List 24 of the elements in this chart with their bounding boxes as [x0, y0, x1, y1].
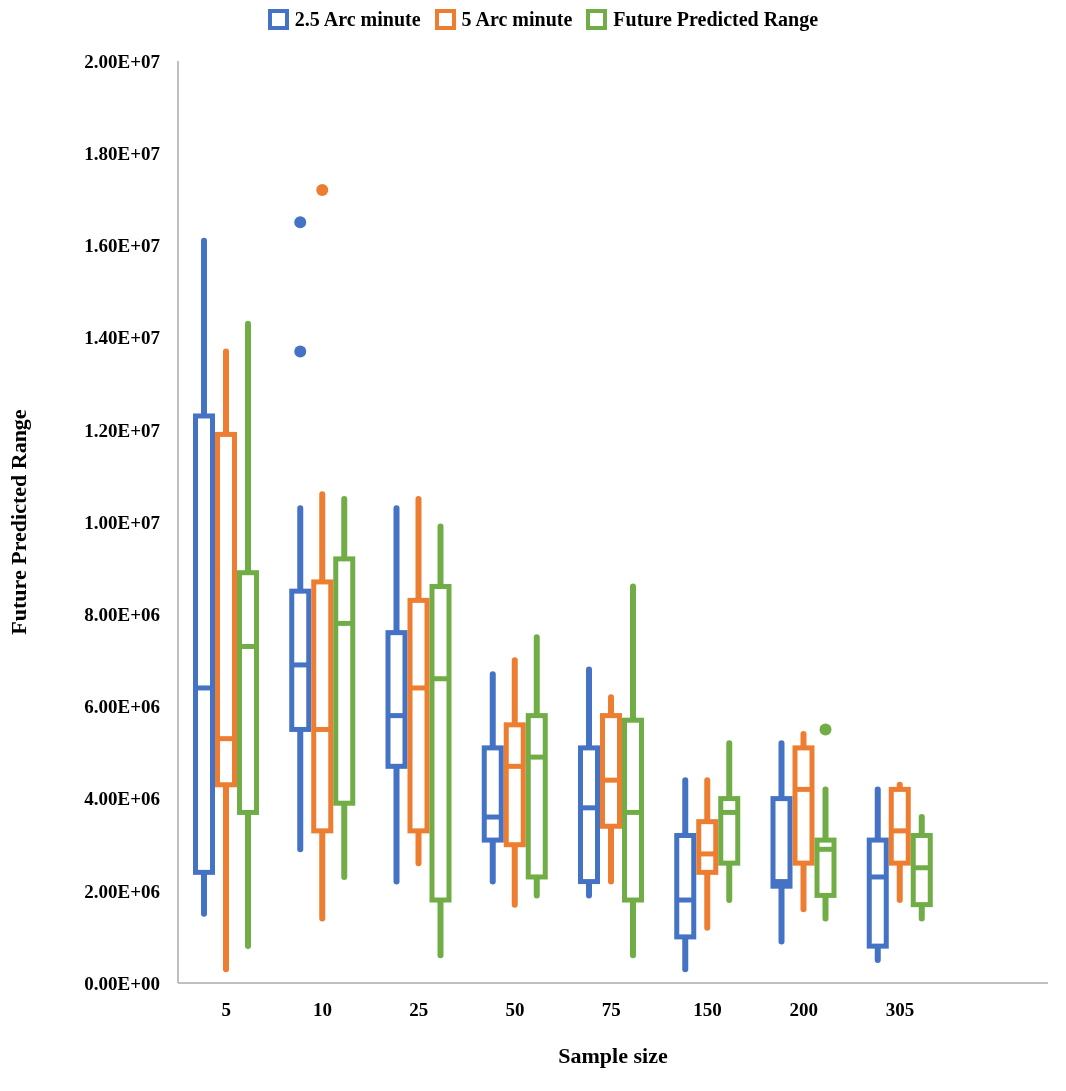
x-tick-label: 5: [221, 999, 231, 1021]
y-tick-label: 4.00E+06: [84, 788, 160, 810]
x-tick-label: 200: [789, 999, 818, 1021]
x-tick-label: 150: [693, 999, 722, 1021]
y-tick-label: 1.00E+07: [84, 511, 161, 533]
y-tick-label: 6.00E+06: [84, 696, 160, 718]
y-tick-label: 1.40E+07: [84, 327, 161, 349]
legend-label: 5 Arc minute: [461, 8, 573, 31]
y-tick-label: 1.80E+07: [84, 142, 161, 164]
y-tick-label: 1.20E+07: [84, 419, 161, 441]
y-tick-label: 8.00E+06: [84, 603, 160, 625]
y-tick-label: 2.00E+06: [84, 880, 160, 902]
legend-label: 2.5 Arc minute: [294, 8, 421, 31]
x-axis-title: Sample size: [558, 1043, 668, 1068]
y-axis-title: Future Predicted Range: [5, 409, 31, 635]
x-tick-label: 75: [601, 999, 621, 1021]
y-tick-label: 0.00E+00: [84, 972, 160, 994]
y-tick-label: 1.60E+07: [84, 235, 161, 257]
x-tick-label: 10: [312, 999, 332, 1021]
x-tick-label: 305: [885, 999, 915, 1021]
x-tick-label: 25: [409, 999, 429, 1021]
y-tick-label: 2.00E+07: [84, 50, 161, 72]
x-tick-label: 50: [505, 999, 525, 1021]
legend-label: Future Predicted Range: [613, 8, 819, 31]
